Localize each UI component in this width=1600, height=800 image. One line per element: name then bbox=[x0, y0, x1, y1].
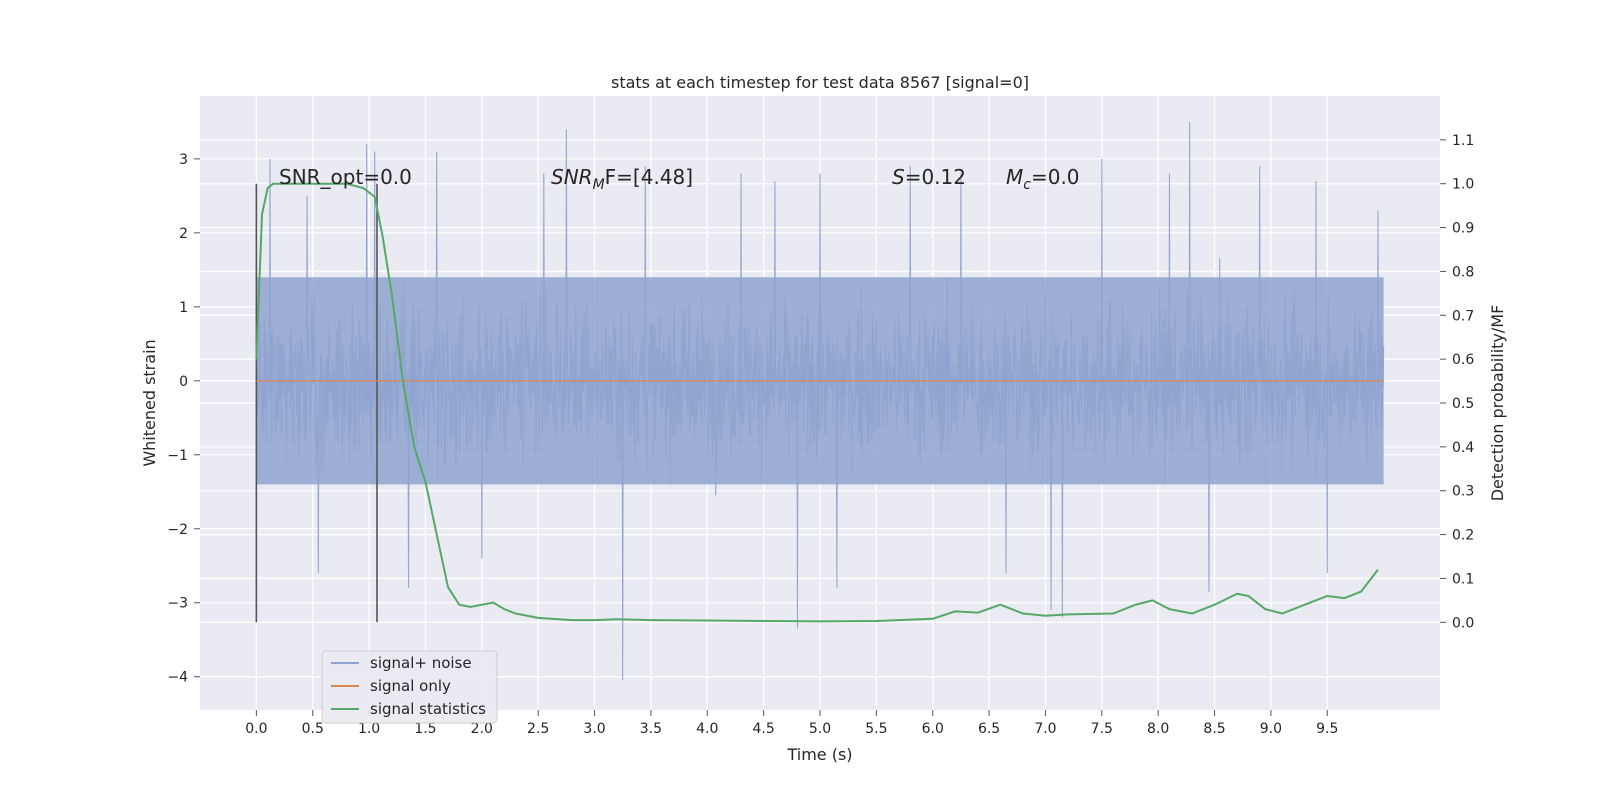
legend-box bbox=[321, 650, 498, 724]
y-tick-label-left: 0 bbox=[179, 374, 188, 390]
chart-title: stats at each timestep for test data 856… bbox=[611, 73, 1029, 92]
y-tick-label-left: 2 bbox=[179, 226, 188, 242]
signal-statistics-line bbox=[255, 182, 1379, 623]
y-tick-label-right: 1.0 bbox=[1452, 177, 1474, 193]
y-tick-label-left: −2 bbox=[167, 522, 188, 538]
x-tick-label: 6.0 bbox=[922, 721, 944, 737]
y-tick-labels-left: −4 −3 −2 −1 0 1 2 3 bbox=[167, 152, 200, 686]
y-tick-label-right: 1.1 bbox=[1452, 133, 1474, 149]
x-tick-label: 9.0 bbox=[1260, 721, 1282, 737]
x-tick-label: 8.5 bbox=[1203, 721, 1225, 737]
y-axis-label-left: Whitened strain bbox=[140, 339, 159, 466]
x-tick-label: 4.5 bbox=[753, 721, 775, 737]
noise-trace bbox=[255, 121, 1385, 681]
y-tick-label-right: 0.0 bbox=[1452, 615, 1474, 631]
x-tick-labels: 0.0 0.5 1.0 1.5 2.0 2.5 3.0 3.5 4.0 4.5 5.0 5.5 6.0 6… bbox=[245, 710, 1338, 737]
x-tick-label: 5.5 bbox=[865, 721, 887, 737]
x-tick-label: 7.5 bbox=[1091, 721, 1113, 737]
y-tick-label-left: 1 bbox=[179, 300, 188, 316]
legend-label-signal-statistics: signal statistics bbox=[370, 700, 486, 718]
x-tick-label: 7.0 bbox=[1034, 721, 1056, 737]
annotation-mc: Mc=0.0 bbox=[1006, 165, 1080, 193]
series-lines bbox=[255, 182, 1384, 623]
x-tick-label: 3.0 bbox=[583, 721, 605, 737]
x-tick-label: 0.0 bbox=[245, 721, 267, 737]
x-tick-label: 4.0 bbox=[696, 721, 718, 737]
y-tick-labels-right: 0.0 0.1 0.2 0.3 0.4 0.5 0.6 0.7 0.8 0.9 1.0 1.1 bbox=[1440, 133, 1474, 631]
annotation-snr-opt: SNR_opt=0.0 bbox=[279, 165, 412, 189]
x-tick-label: 3.5 bbox=[640, 721, 662, 737]
legend-label-signal-only: signal only bbox=[370, 677, 451, 695]
y-tick-label-left: −4 bbox=[167, 670, 188, 686]
x-axis-label: Time (s) bbox=[786, 745, 852, 764]
x-tick-label: 0.5 bbox=[302, 721, 324, 737]
y-tick-label-right: 0.5 bbox=[1452, 396, 1474, 412]
annotation-snr-mf: SNRMF=[4.48] bbox=[551, 165, 693, 193]
y-tick-label-right: 0.1 bbox=[1452, 571, 1474, 587]
y-axis-label-right: Detection probability/MF bbox=[1488, 305, 1507, 502]
x-tick-label: 6.5 bbox=[978, 721, 1000, 737]
y-tick-label-right: 0.8 bbox=[1452, 264, 1474, 280]
x-tick-label: 5.0 bbox=[809, 721, 831, 737]
x-tick-label: 2.0 bbox=[471, 721, 493, 737]
legend-label-signal-plus-noise: signal+ noise bbox=[370, 654, 472, 672]
y-tick-label-left: −3 bbox=[167, 596, 188, 612]
x-tick-label: 1.0 bbox=[358, 721, 380, 737]
y-tick-label-left: 3 bbox=[179, 152, 188, 168]
y-tick-label-right: 0.6 bbox=[1452, 352, 1474, 368]
y-tick-label-right: 0.2 bbox=[1452, 528, 1474, 544]
x-tick-label: 8.0 bbox=[1147, 721, 1169, 737]
y-tick-label-right: 0.3 bbox=[1452, 484, 1474, 500]
legend: signal+ noise signal only signal statist… bbox=[321, 650, 498, 724]
y-tick-label-right: 0.7 bbox=[1452, 308, 1474, 324]
x-tick-label: 9.5 bbox=[1316, 721, 1338, 737]
y-tick-label-left: −1 bbox=[167, 448, 188, 464]
y-tick-label-right: 0.9 bbox=[1452, 221, 1474, 237]
x-tick-label: 2.5 bbox=[527, 721, 549, 737]
vertical-markers bbox=[255, 183, 378, 623]
x-tick-label: 1.5 bbox=[414, 721, 436, 737]
annotation-s: S=0.12 bbox=[892, 165, 966, 189]
y-tick-label-right: 0.4 bbox=[1452, 440, 1474, 456]
